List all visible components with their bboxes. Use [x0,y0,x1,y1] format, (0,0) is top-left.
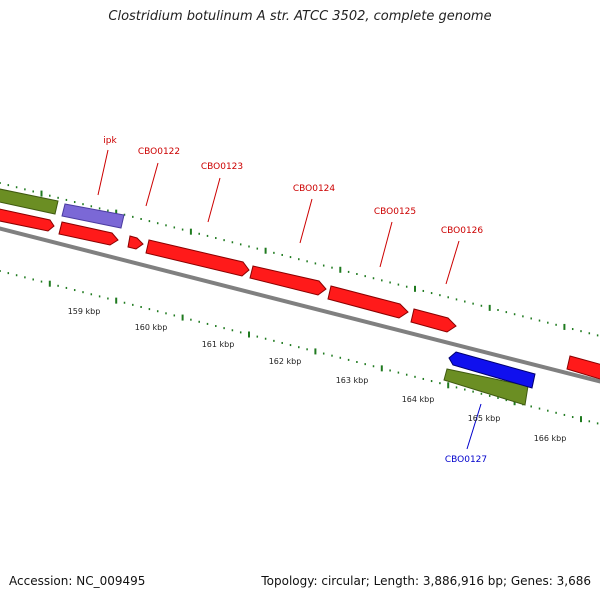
scale-label: 162 kbp [269,357,302,366]
gene-arrow-cbo0123[interactable] [145,239,250,277]
gene-arrow-ipk-left[interactable] [0,207,55,232]
gene-arrow-cbo0122[interactable] [58,221,119,246]
olive-feature-left [0,188,59,215]
leader-ipk [97,149,109,196]
gene-arrow-small[interactable] [127,235,144,250]
leader-cbo0126 [445,240,460,285]
leader-cbo0125 [379,221,393,268]
scale-label: 161 kbp [202,340,235,349]
gene-arrow-cbo0127[interactable] [448,351,536,389]
gene-label-ipk: ipk [103,136,117,146]
footer-summary: Topology: circular; Length: 3,886,916 bp… [261,574,591,588]
gene-arrow-cbo0125[interactable] [327,285,409,319]
olive-feature-right [443,368,529,406]
scale-label: 159 kbp [68,307,101,316]
scale-label: 165 kbp [468,414,501,423]
rna-gene-ipk[interactable] [61,203,125,229]
gene-label-cbo0125: CBO0125 [374,207,416,217]
leader-cbo0123 [207,177,221,223]
footer-accession: Accession: NC_009495 [9,574,146,588]
genome-backbone [0,226,600,384]
leader-cbo0122 [145,162,159,207]
scale-label: 163 kbp [336,376,369,385]
gene-label-cbo0123: CBO0123 [201,162,243,172]
scale-label: 166 kbp [534,434,567,443]
leader-cbo0124 [299,198,313,244]
gene-label-cbo0124: CBO0124 [293,184,336,194]
scale-label: 164 kbp [402,395,435,404]
gene-arrow-cbo0126[interactable] [410,308,457,333]
outer-tick-track [0,182,599,337]
gene-label-cbo0126: CBO0126 [441,226,484,236]
scale-label: 160 kbp [135,323,168,332]
gene-label-cbo0122: CBO0122 [138,147,180,157]
leader-cbo0127 [466,403,482,450]
gene-label-cbo0127: CBO0127 [445,455,487,465]
gene-arrow-cbo0124[interactable] [249,265,327,296]
inner-tick-track [0,270,599,425]
gene-arrow-right-edge[interactable] [566,355,600,382]
page-title: Clostridium botulinum A str. ATCC 3502, … [108,9,492,24]
